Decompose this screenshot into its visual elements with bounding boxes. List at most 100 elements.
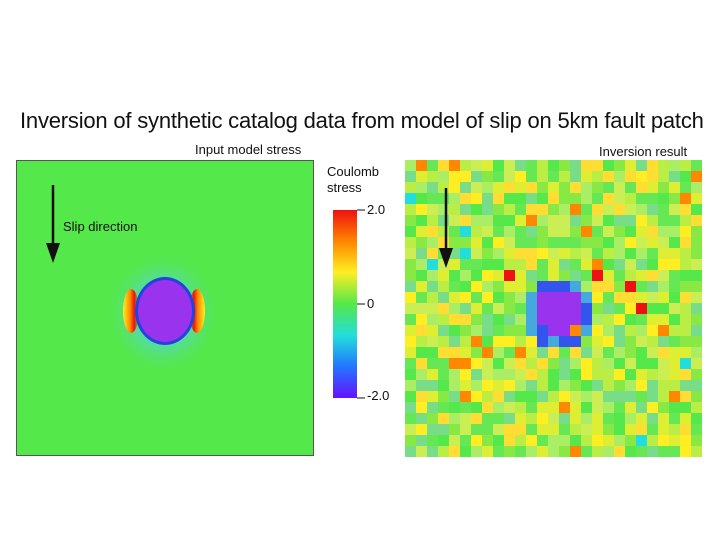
grid-cell — [592, 424, 604, 436]
grid-cell — [493, 435, 505, 447]
grid-cell — [559, 369, 571, 381]
grid-cell — [438, 424, 450, 436]
grid-cell — [526, 413, 538, 425]
grid-cell — [636, 413, 648, 425]
grid-cell — [405, 380, 417, 392]
colorbar — [333, 210, 357, 398]
grid-cell — [691, 182, 702, 194]
grid-cell — [449, 435, 461, 447]
grid-cell — [680, 336, 692, 348]
grid-cell — [669, 446, 681, 457]
grid-cell — [537, 336, 549, 348]
grid-cell — [658, 182, 670, 194]
grid-cell-high — [592, 270, 603, 281]
grid-cell — [570, 292, 582, 304]
grid-cell — [526, 204, 538, 216]
grid-cell — [669, 182, 681, 194]
grid-cell — [515, 237, 527, 249]
grid-cell — [603, 424, 615, 436]
grid-cell — [416, 391, 428, 403]
grid-cell — [691, 204, 702, 216]
slip-direction-arrow-icon — [46, 185, 60, 263]
grid-cell — [471, 193, 483, 205]
grid-cell — [614, 391, 626, 403]
grid-cell — [669, 336, 681, 348]
grid-cell — [603, 391, 615, 403]
grid-cell — [592, 281, 604, 293]
grid-cell — [438, 435, 450, 447]
grid-cell — [669, 402, 681, 414]
grid-cell — [405, 424, 417, 436]
grid-cell — [570, 182, 582, 194]
grid-cell — [449, 402, 461, 414]
grid-cell — [405, 193, 417, 205]
grid-cell — [691, 336, 702, 348]
grid-cell — [537, 413, 549, 425]
grid-cell — [526, 314, 538, 326]
grid-cell — [636, 424, 648, 436]
grid-cell — [581, 248, 593, 260]
grid-cell — [581, 435, 593, 447]
grid-cell — [438, 193, 450, 205]
grid-cell — [504, 248, 516, 260]
grid-cell — [471, 336, 483, 348]
grid-cell — [669, 369, 681, 381]
grid-cell — [449, 358, 461, 370]
grid-cell — [625, 314, 637, 326]
grid-cell — [504, 182, 516, 194]
grid-cell — [515, 446, 527, 457]
grid-cell — [592, 380, 604, 392]
grid-cell — [658, 226, 670, 238]
grid-cell — [691, 369, 702, 381]
grid-cell — [427, 281, 439, 293]
grid-cell — [416, 226, 428, 238]
grid-cell — [647, 325, 659, 337]
grid-cell — [680, 292, 692, 304]
grid-cell — [691, 292, 702, 304]
grid-cell — [614, 182, 626, 194]
grid-cell — [570, 281, 582, 293]
grid-cell — [559, 446, 571, 457]
grid-cell — [691, 358, 702, 370]
grid-cell — [548, 204, 560, 216]
grid-cell — [603, 303, 615, 315]
grid-cell — [515, 259, 527, 271]
grid-cell — [614, 402, 626, 414]
grid-cell — [548, 303, 560, 315]
grid-cell — [548, 281, 560, 293]
colorbar-tick-mid: 0 — [367, 296, 375, 311]
grid-cell — [427, 358, 439, 370]
grid-cell — [614, 369, 626, 381]
grid-cell — [570, 226, 582, 238]
grid-cell — [636, 193, 648, 205]
grid-cell — [537, 270, 549, 282]
grid-cell — [680, 314, 692, 326]
grid-cell — [482, 336, 494, 348]
grid-cell — [548, 314, 560, 326]
grid-cell — [460, 358, 472, 370]
grid-cell — [669, 193, 681, 205]
grid-cell — [493, 380, 505, 392]
grid-cell — [405, 435, 417, 447]
grid-cell — [570, 347, 582, 359]
grid-cell — [603, 193, 615, 205]
grid-cell — [691, 270, 702, 282]
grid-cell — [482, 160, 494, 172]
grid-cell — [603, 270, 615, 282]
grid-cell — [449, 193, 461, 205]
grid-cell — [416, 380, 428, 392]
grid-cell — [625, 435, 637, 447]
grid-cell — [603, 413, 615, 425]
slip-patch — [138, 280, 192, 342]
grid-cell — [460, 347, 472, 359]
grid-cell — [405, 204, 417, 216]
grid-cell — [449, 226, 461, 238]
grid-cell — [526, 281, 538, 293]
grid-cell — [680, 325, 692, 337]
grid-cell — [658, 171, 670, 183]
grid-cell — [460, 281, 472, 293]
grid-cell — [405, 358, 417, 370]
grid-cell — [570, 336, 582, 348]
grid-cell — [680, 424, 692, 436]
colorbar-title-line2: stress — [327, 180, 362, 195]
